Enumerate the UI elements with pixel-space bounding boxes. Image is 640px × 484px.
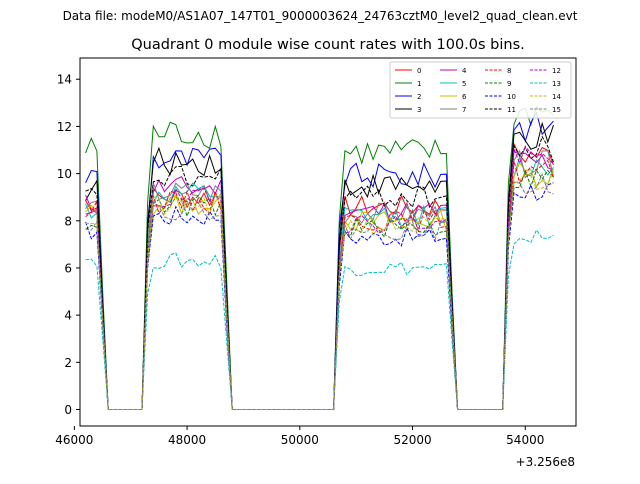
- legend-label-4: 4: [462, 67, 467, 75]
- x-axis-offset-label: +3.256e8: [516, 455, 575, 469]
- x-tick-label: 48000: [168, 433, 206, 447]
- legend-label-14: 14: [552, 93, 561, 101]
- figure-suptitle: Data file: modeM0/AS1A07_147T01_90000036…: [63, 9, 578, 23]
- legend-label-1: 1: [417, 80, 421, 88]
- y-tick-label: 10: [57, 167, 72, 181]
- legend-label-7: 7: [462, 106, 466, 114]
- legend-label-3: 3: [417, 106, 421, 114]
- legend-label-13: 13: [552, 80, 561, 88]
- y-tick-label: 14: [57, 73, 72, 87]
- x-tick-label: 46000: [55, 433, 93, 447]
- legend-label-8: 8: [507, 67, 511, 75]
- chart-title: Quadrant 0 module wise count rates with …: [131, 37, 525, 53]
- plot-area: [80, 58, 576, 426]
- plot-frame: [79, 57, 577, 427]
- legend-label-11: 11: [507, 106, 516, 114]
- legend-label-10: 10: [507, 93, 516, 101]
- legend-label-15: 15: [552, 106, 561, 114]
- y-tick-label: 0: [64, 403, 72, 417]
- y-tick-label: 2: [64, 356, 72, 370]
- x-tick-label: 52000: [393, 433, 431, 447]
- series-line-15: [85, 172, 554, 410]
- series-layer: [85, 105, 554, 410]
- x-tick-label: 50000: [281, 433, 319, 447]
- legend-label-0: 0: [417, 67, 421, 75]
- legend-label-5: 5: [462, 80, 466, 88]
- y-tick-label: 8: [64, 214, 72, 228]
- legend-label-9: 9: [507, 80, 511, 88]
- y-tick-label: 6: [64, 261, 72, 275]
- x-tick-label: 54000: [506, 433, 544, 447]
- legend-label-2: 2: [417, 93, 421, 101]
- legend-label-12: 12: [552, 67, 561, 75]
- legend-label-6: 6: [462, 93, 467, 101]
- legend-box: [389, 61, 572, 119]
- y-tick-label: 12: [57, 120, 72, 134]
- y-tick-label: 4: [64, 309, 72, 323]
